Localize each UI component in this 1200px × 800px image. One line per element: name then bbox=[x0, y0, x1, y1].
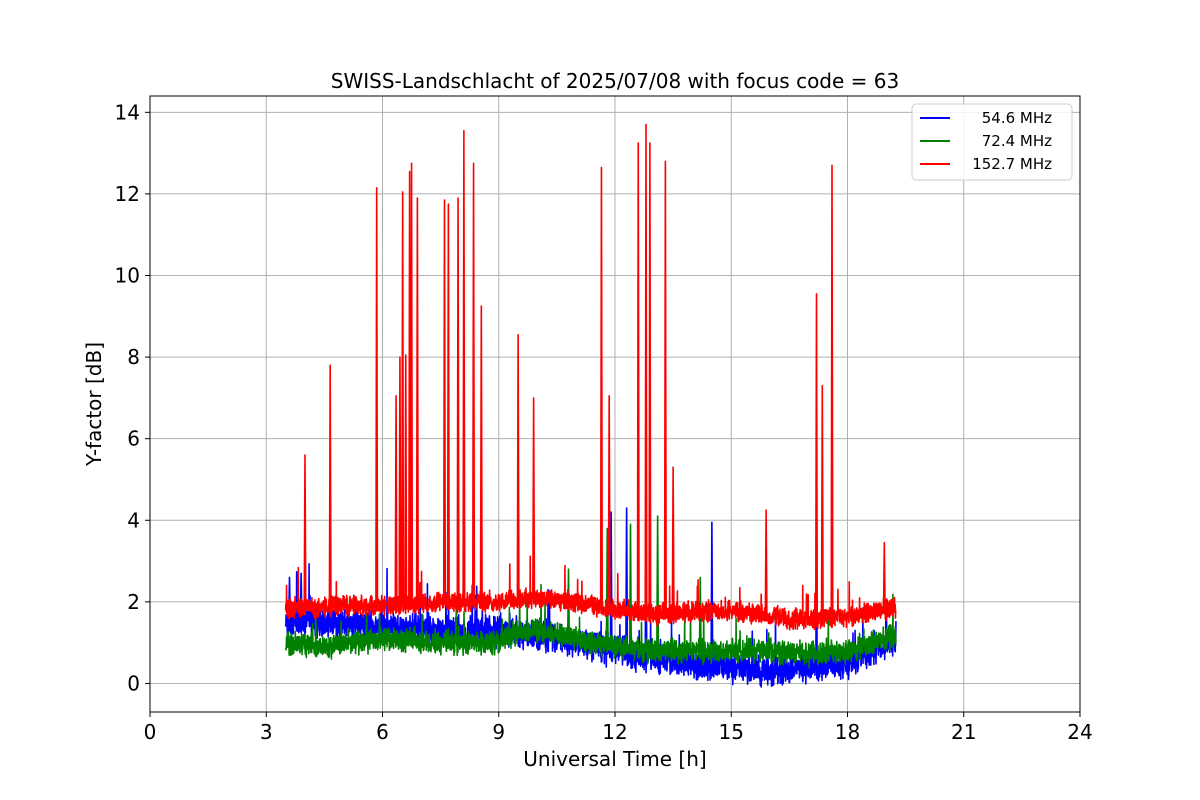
legend-entry: 72.4 MHz bbox=[982, 132, 1052, 150]
x-tick-label: 6 bbox=[376, 720, 389, 744]
y-tick-label: 14 bbox=[115, 100, 140, 124]
x-tick-label: 3 bbox=[260, 720, 273, 744]
legend-entry: 152.7 MHz bbox=[972, 155, 1052, 173]
y-tick-label: 12 bbox=[115, 182, 140, 206]
x-tick-label: 24 bbox=[1067, 720, 1092, 744]
legend-box bbox=[911, 103, 1073, 181]
x-tick-label: 18 bbox=[835, 720, 860, 744]
legend: 54.6 MHz 72.4 MHz 152.7 MHz bbox=[911, 103, 1073, 181]
y-tick-label: 8 bbox=[127, 345, 140, 369]
x-tick-label: 21 bbox=[951, 720, 976, 744]
x-tick-label: 0 bbox=[144, 720, 157, 744]
x-tick-label: 12 bbox=[602, 720, 627, 744]
plot-series bbox=[284, 123, 897, 688]
series-line-1 bbox=[284, 515, 897, 669]
series-line-2 bbox=[284, 123, 897, 631]
y-tick-label: 0 bbox=[127, 671, 140, 695]
y-tick-label: 6 bbox=[127, 427, 140, 451]
legend-entry: 54.6 MHz bbox=[982, 109, 1052, 127]
x-tick-label: 9 bbox=[492, 720, 505, 744]
y-tick-label: 4 bbox=[127, 508, 140, 532]
y-tick-label: 2 bbox=[127, 590, 140, 614]
x-tick-label: 15 bbox=[719, 720, 744, 744]
y-tick-label: 10 bbox=[115, 263, 140, 287]
x-axis-label: Universal Time [h] bbox=[523, 747, 706, 771]
chart-title: SWISS-Landschlacht of 2025/07/08 with fo… bbox=[331, 69, 899, 93]
y-axis-label: Y-factor [dB] bbox=[82, 342, 106, 467]
